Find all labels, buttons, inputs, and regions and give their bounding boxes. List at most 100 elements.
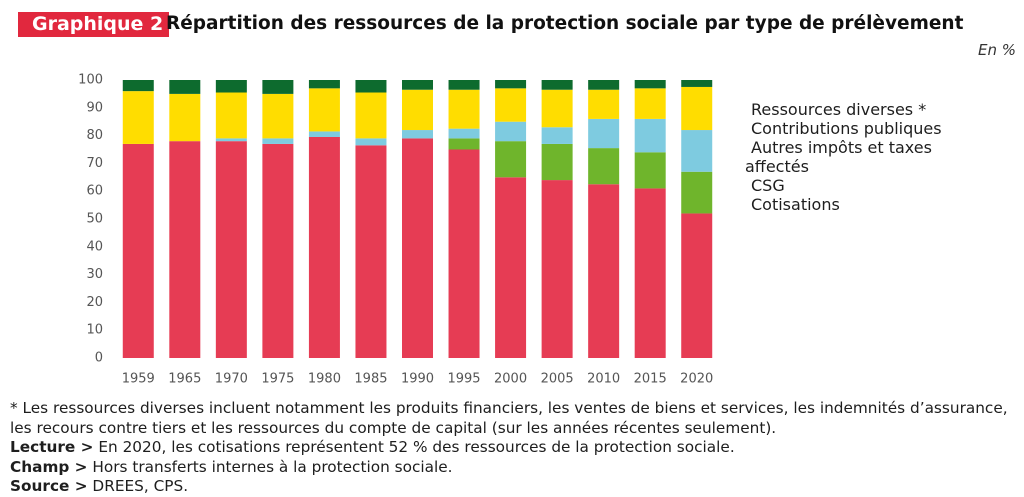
unit-label: En % [977,41,1016,59]
bar-segment [308,80,340,89]
legend-item: Contributions publiques [745,119,945,138]
y-tick-label: 60 [86,184,103,199]
bar-segment [169,93,201,142]
note: Source > DREES, CPS. [10,477,1010,497]
x-tick-label: 1995 [447,372,480,387]
bar-segment [681,86,713,131]
x-tick-label: 2020 [680,372,713,387]
bar-segment [169,80,201,94]
bar-segment [448,128,480,139]
bar-segment [355,80,387,93]
legend-label: Autres impôts et taxes affectés [745,138,932,176]
bar-segment [634,152,666,189]
chart-title: Répartition des ressources de la protect… [166,13,964,34]
x-tick-label: 1975 [261,372,294,387]
note-text: En 2020, les cotisations représentent 52… [98,438,735,457]
x-tick-label: 2015 [634,372,667,387]
y-tick-label: 20 [86,295,103,310]
legend-label: CSG [751,176,785,195]
bar-segment [541,89,573,128]
bar-segment [634,188,666,358]
bar-segment [355,138,387,146]
y-tick-label: 40 [86,239,103,254]
bar-segment [541,180,573,358]
x-tick-label: 1980 [308,372,341,387]
y-tick-label: 0 [95,351,103,366]
legend: Ressources diverses * Contributions publi… [745,100,945,214]
x-tick-label: 1990 [401,372,434,387]
bar-segment [541,143,573,181]
bar-segment [402,89,433,131]
bar-segment [308,136,340,358]
bar-segment [448,89,480,129]
bar-segment [495,80,527,89]
y-tick-label: 80 [86,128,103,143]
y-tick-label: 10 [86,323,103,338]
bar-segment [634,80,666,89]
bar-segment [495,141,527,178]
bar-segment [215,92,247,139]
bar-segment [448,80,480,90]
y-tick-label: 100 [78,73,103,88]
y-tick-label: 30 [86,267,103,282]
note: Champ > Hors transferts internes à la pr… [10,458,1010,478]
bar-segment [355,92,387,139]
bar-segment [588,148,620,185]
bar-segment [122,143,154,358]
bar-segment [448,149,480,358]
bar-segment [541,127,573,144]
bar-segment [215,138,247,142]
bar-segment [681,171,713,214]
legend-item: Cotisations [745,195,945,214]
y-tick-label: 90 [86,100,103,115]
bar-segment [588,184,620,358]
bar-segment [681,80,713,87]
bar-segment [308,88,340,132]
bar-segment [634,118,666,153]
legend-item: CSG [745,176,945,195]
chart: 0 10 20 30 40 50 60 70 80 90 100 1959 1965 1970 1975 19… [78,73,713,387]
bar-segment [402,130,433,139]
bar-segment [122,91,154,144]
bar-segment [681,213,713,358]
bar-segment [355,145,387,358]
note-label: Lecture > [10,438,94,457]
legend-label: Cotisations [751,195,840,214]
legend-label: Ressources diverses * [751,100,927,119]
bar-segment [262,93,294,139]
legend-item: Ressources diverses * [745,100,945,119]
x-tick-label: 1965 [168,372,201,387]
bar-segment [169,141,201,358]
y-tick-label: 50 [86,212,103,227]
note: Lecture > En 2020, les cotisations repré… [10,438,1010,458]
bar-segment [634,88,666,119]
bar-segment [262,143,294,358]
bar-segment [681,130,713,172]
bar-segment [402,138,433,358]
footnote: * Les ressources diverses incluent notam… [10,399,1008,437]
bar-segment [588,118,620,149]
bar-segment [215,80,247,93]
bar-segment [262,138,294,144]
x-tick-label: 2000 [494,372,527,387]
bar-segment [495,177,527,358]
x-tick-label: 2005 [541,372,574,387]
legend-label: Contributions publiques [751,119,942,138]
bar-segment [588,80,620,90]
y-tick-label: 70 [86,156,103,171]
bar-segment [262,80,294,94]
notes: * Les ressources diverses incluent notam… [10,399,1010,497]
bar-segment [495,88,527,122]
bar-segment [122,80,154,92]
bar-segment [495,121,527,142]
bar-segment [448,138,480,150]
note-label: Source > [10,477,88,496]
bar-segment [215,141,247,358]
x-tick-label: 1970 [215,372,248,387]
bar-segment [402,80,433,90]
bar-segment [588,89,620,119]
note-text: Hors transferts internes à la protection… [92,457,453,476]
figure-label: Graphique 2 [18,12,170,37]
legend-item: Autres impôts et taxes affectés [745,138,945,176]
